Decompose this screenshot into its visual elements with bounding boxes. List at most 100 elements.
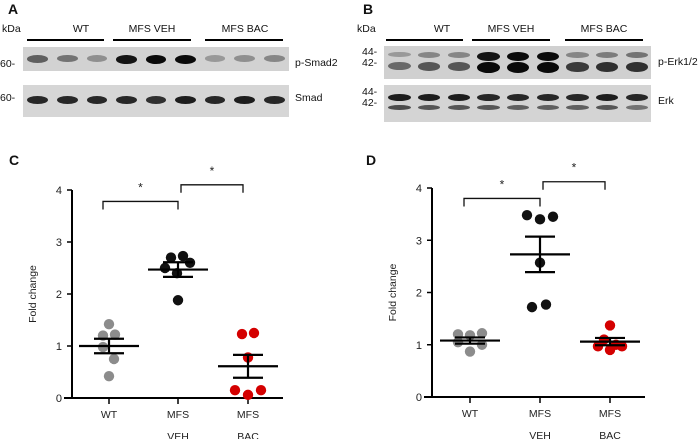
data-point — [547, 211, 559, 222]
panel-a-kda-label: kDa — [2, 23, 21, 35]
blot-band — [447, 105, 471, 110]
panel-a-blot-p-smad2 — [23, 47, 289, 71]
y-axis-label: Fold change — [387, 263, 399, 321]
panel-a-group-mfs-veh: MFS VEH — [128, 23, 176, 35]
blot-band — [418, 94, 441, 101]
panel-a-group-line-mfs-veh — [113, 39, 191, 41]
data-point — [526, 301, 538, 313]
y-axis-label: Fold change — [27, 265, 39, 323]
significance-bracket — [463, 197, 541, 207]
blot-band — [27, 55, 49, 63]
panel-b-letter: B — [363, 1, 374, 17]
panel-a-blot2-label: Smad — [295, 92, 323, 104]
y-tick-label: 1 — [56, 341, 62, 353]
x-tick-label: BAC — [599, 430, 621, 439]
panel-b-kda-label: kDa — [357, 23, 376, 35]
blot-band — [477, 52, 500, 61]
blot-band — [263, 96, 285, 104]
panel-a-group-line-wt — [27, 39, 104, 41]
data-point — [103, 318, 115, 330]
panel-b-group-line-mfs-veh — [472, 39, 550, 41]
significance-bracket — [180, 184, 244, 193]
blot-band — [388, 62, 411, 70]
blot-band — [418, 52, 441, 58]
panel-a-letter: A — [8, 1, 19, 17]
x-tick-label: VEH — [529, 430, 551, 439]
data-point — [177, 250, 189, 262]
data-point — [242, 389, 254, 401]
panel-b-blot2-label: Erk — [658, 95, 674, 107]
blot-band — [596, 94, 619, 101]
panel-d-scatter-chart: 0 1 2 3 4 Fold change WT MFS VEH MFS BAC * * — [387, 161, 645, 439]
panel-a-group-line-mfs-bac — [205, 39, 283, 41]
y-tick-label: 4 — [416, 183, 422, 195]
panel-b-group-line-wt — [386, 39, 463, 41]
blot-band — [625, 94, 649, 101]
blot-band — [388, 105, 411, 110]
blot-band — [507, 94, 530, 101]
blot-band — [447, 52, 471, 58]
blot-band — [145, 55, 167, 64]
panel-a-blot-smad — [23, 85, 289, 117]
blot-band — [418, 105, 441, 110]
y-tick-label: 3 — [416, 235, 422, 247]
blot-band — [625, 105, 649, 110]
x-tick-label: MFS — [599, 408, 621, 420]
panel-b-blot2-markers: 44- 42- — [362, 87, 377, 109]
marker-44: 44- — [362, 46, 378, 58]
y-tick-label: 2 — [56, 289, 62, 301]
marker-42: 42- — [362, 97, 378, 109]
panel-b-group-line-mfs-bac — [565, 39, 643, 41]
blot-band — [536, 105, 560, 110]
blot-band — [388, 94, 411, 101]
panel-b-blot1-markers: 44- 42- — [362, 47, 377, 69]
marker-42: 42- — [362, 57, 378, 69]
significance-asterisk: * — [210, 164, 215, 178]
blot-band — [56, 55, 78, 63]
data-point — [159, 262, 171, 274]
y-tick-label: 0 — [416, 392, 422, 404]
x-tick-label: BAC — [237, 431, 259, 439]
data-point — [521, 209, 533, 221]
y-tick-label: 3 — [56, 237, 62, 249]
y-tick-label: 2 — [416, 288, 422, 300]
y-tick-label: 0 — [56, 393, 62, 405]
data-point — [464, 346, 476, 357]
blot-band — [447, 62, 471, 71]
blot-band — [263, 55, 285, 63]
panel-a-blot1-marker: 60- — [0, 58, 16, 70]
panel-a-blot1-label: p-Smad2 — [295, 57, 338, 69]
y-tick-label: 1 — [416, 340, 422, 352]
blot-band — [116, 96, 137, 104]
panel-a-group-mfs-bac: MFS BAC — [221, 23, 269, 35]
data-point — [540, 299, 552, 310]
blot-band — [86, 96, 108, 104]
x-tick-label: MFS — [529, 408, 551, 420]
blot-band — [566, 52, 589, 58]
significance-asterisk: * — [572, 161, 577, 175]
blot-band — [536, 94, 560, 101]
panel-b-blot-p-erk — [384, 46, 651, 79]
data-point — [172, 295, 184, 306]
panel-b-group-mfs-veh: MFS VEH — [487, 23, 535, 35]
x-tick-label: MFS — [237, 409, 259, 421]
blot-band — [566, 62, 589, 72]
blot-band — [27, 96, 49, 104]
data-point — [604, 320, 616, 331]
x-tick-label: MFS — [167, 409, 189, 421]
blot-band — [234, 96, 255, 104]
blot-band — [56, 96, 78, 104]
blot-band — [477, 94, 500, 101]
blot-band — [477, 62, 500, 73]
panel-c-letter: C — [9, 152, 20, 168]
blot-band — [596, 105, 619, 110]
panel-b-group-wt: WT — [433, 23, 451, 35]
blot-band — [625, 52, 649, 59]
blot-band — [204, 55, 226, 62]
significance-asterisk: * — [138, 180, 143, 194]
blot-band — [86, 55, 108, 62]
x-tick-label: VEH — [167, 431, 189, 439]
significance-bracket — [102, 200, 179, 210]
panel-c-scatter-chart: 0 1 2 3 4 Fold change WT MFS VEH MFS BAC * * — [27, 164, 283, 439]
blot-band — [447, 94, 471, 101]
